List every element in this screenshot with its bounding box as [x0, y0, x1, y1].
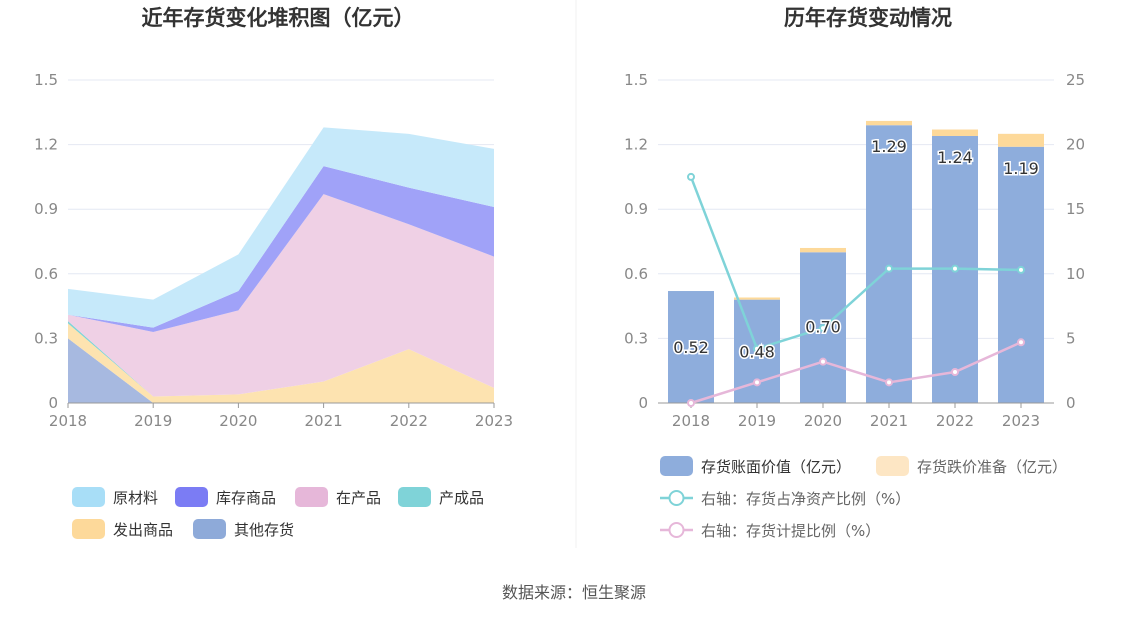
left-legend-swatch	[295, 487, 328, 507]
line-impairment-ratio	[690, 341, 1022, 405]
right-right-y-tick-label: 0	[1066, 394, 1076, 412]
left-x-tick-label: 2020	[219, 412, 257, 430]
left-chart-area: 0 0.3 0.6 0.9 1.2 1.5 2018 2019 2020 2021 2022 2023	[34, 71, 513, 430]
right-legend-marker	[668, 490, 685, 506]
right-left-y-tick-label: 0.9	[624, 200, 648, 218]
right-chart-title: 历年存货变动情况	[784, 6, 952, 30]
left-y-tick-label: 1.2	[34, 136, 58, 154]
left-chart-title: 近年存货变化堆积图（亿元）	[142, 6, 415, 30]
area-发出商品	[68, 323, 494, 403]
area-在产品	[68, 194, 494, 397]
left-y-tick-label: 0	[48, 394, 58, 412]
left-legend-swatch	[72, 519, 105, 539]
right-left-y-tick-label: 0.3	[624, 329, 648, 347]
line-point	[753, 344, 761, 353]
right-legend-swatch	[876, 456, 909, 476]
left-legend-label: 其他存货	[234, 521, 294, 539]
right-legend-swatch	[660, 456, 693, 476]
right-chart-legend: 存货账面价值（亿元） 存货跌价准备（亿元） 右轴：存货占净资产比例（%） 右轴：存货计…	[660, 456, 1067, 540]
right-legend-label: 右轴：存货占净资产比例（%）	[701, 490, 910, 508]
right-chart-bars-lines: 0 0.3 0.6 0.9 1.2 1.5 0 5 10 15 20 25 2018 2019 2020 20…	[624, 71, 1085, 430]
left-x-tick-label: 2019	[134, 412, 172, 430]
bar-inventory-book-value	[866, 125, 912, 403]
left-legend-label: 产成品	[439, 489, 484, 507]
line-inventory-to-net-assets	[689, 176, 1022, 351]
left-legend-label: 库存商品	[216, 489, 276, 507]
area-其他存货	[68, 338, 494, 403]
right-right-y-tick-label: 25	[1066, 71, 1085, 89]
right-legend-label: 存货跌价准备（亿元）	[917, 458, 1067, 476]
data-source-footer: 数据来源：恒生聚源	[502, 583, 646, 602]
line-point	[1017, 265, 1025, 274]
left-y-tick-label: 0.3	[34, 329, 58, 347]
right-legend-marker	[668, 522, 685, 538]
right-left-y-tick-label: 0.6	[624, 265, 648, 283]
left-legend-label: 原材料	[113, 489, 158, 507]
right-left-y-tick-label: 1.2	[624, 136, 648, 154]
line-point	[753, 378, 761, 387]
right-x-tick-label: 2023	[1002, 412, 1040, 430]
left-legend-label: 在产品	[336, 489, 381, 507]
right-right-y-tick-label: 10	[1066, 265, 1085, 283]
bar-value-label: 0.48	[739, 342, 775, 361]
left-x-tick-label: 2022	[390, 412, 428, 430]
right-x-tick-label: 2018	[672, 412, 710, 430]
right-x-tick-label: 2019	[738, 412, 776, 430]
left-y-tick-label: 0.9	[34, 200, 58, 218]
area-原材料	[68, 127, 494, 328]
bar-inventory-book-value	[998, 146, 1044, 403]
bar-value-label: 0.70	[805, 317, 841, 336]
bar-inventory-impairment	[998, 133, 1044, 147]
left-legend-swatch	[193, 519, 226, 539]
left-legend-label: 发出商品	[113, 521, 173, 539]
right-right-y-tick-label: 20	[1066, 136, 1085, 154]
right-x-tick-label: 2022	[936, 412, 974, 430]
line-point	[951, 367, 959, 376]
right-x-tick-label: 2020	[804, 412, 842, 430]
line-point	[819, 324, 827, 333]
bar-value-label: 1.19	[1003, 159, 1039, 178]
left-legend-swatch	[175, 487, 208, 507]
area-库存商品	[68, 166, 494, 332]
bar-value-label: 1.24	[937, 148, 973, 167]
left-y-tick-label: 1.5	[34, 71, 58, 89]
bar-inventory-impairment	[800, 247, 846, 253]
bar-value-label: 0.52	[673, 338, 709, 357]
right-right-y-tick-label: 15	[1066, 200, 1085, 218]
line-point	[687, 172, 695, 181]
left-legend-swatch	[72, 487, 105, 507]
left-x-tick-label: 2018	[49, 412, 87, 430]
bar-value-label: 1.29	[871, 137, 907, 156]
line-point	[819, 357, 827, 366]
right-x-tick-label: 2021	[870, 412, 908, 430]
line-point	[687, 399, 695, 407]
left-legend-swatch	[398, 487, 431, 507]
line-point	[885, 264, 893, 273]
left-y-tick-label: 0.6	[34, 265, 58, 283]
right-legend-label: 右轴：存货计提比例（%）	[701, 522, 880, 540]
line-point	[885, 378, 893, 387]
line-point	[1017, 338, 1025, 347]
bar-inventory-impairment	[734, 297, 780, 300]
line-point	[951, 264, 959, 273]
bar-inventory-book-value	[668, 291, 714, 403]
left-x-tick-label: 2023	[475, 412, 513, 430]
right-legend-label: 存货账面价值（亿元）	[701, 458, 851, 476]
right-right-y-tick-label: 5	[1066, 329, 1076, 347]
right-left-y-tick-label: 1.5	[624, 71, 648, 89]
bar-inventory-impairment	[866, 120, 912, 126]
bar-inventory-impairment	[932, 129, 978, 136]
right-left-y-tick-label: 0	[638, 394, 648, 412]
left-x-tick-label: 2021	[305, 412, 343, 430]
